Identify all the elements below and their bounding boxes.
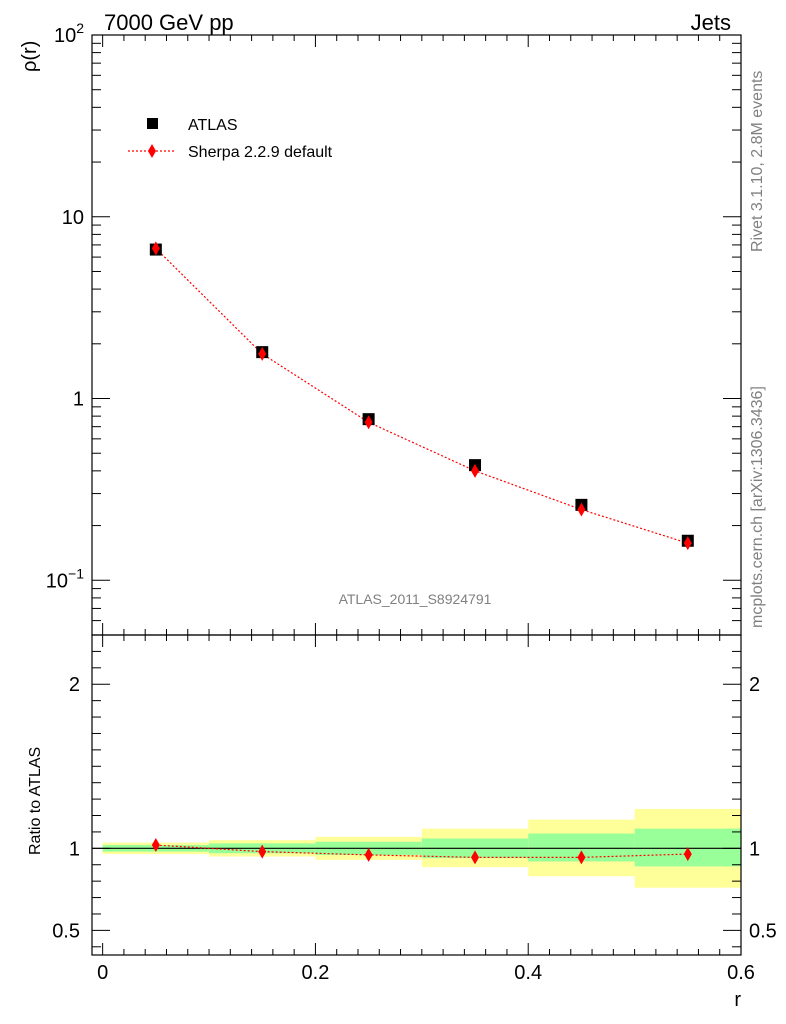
ratio-y-tick-label-right: 1	[749, 838, 760, 860]
ratio-mc-point	[683, 847, 692, 862]
mc-point	[471, 463, 480, 478]
jets-title: Jets	[691, 10, 731, 35]
x-tick-label: 0.6	[727, 962, 755, 984]
legend-data-label: ATLAS	[188, 117, 238, 134]
mc-point	[364, 415, 373, 430]
ratio-y-tick-label-left: 1	[69, 838, 80, 860]
mc-point	[151, 241, 160, 256]
ratio-mc-point	[364, 847, 373, 862]
ratio-mc-point	[151, 838, 160, 853]
main-y-tick-label: 10	[62, 207, 84, 229]
legend-mc-marker	[148, 144, 156, 158]
main-y-axis-label: ρ(r)	[19, 41, 41, 72]
main-y-tick-label: 1	[73, 389, 84, 411]
collision-title: 7000 GeV pp	[104, 10, 234, 35]
x-axis-label: r	[734, 989, 741, 1011]
main-y-tick-label: 10−1	[46, 565, 84, 592]
x-tick-label: 0.2	[302, 962, 330, 984]
mc-point	[577, 502, 586, 517]
ratio-mc-line	[155, 844, 688, 858]
legend-mc-label: Sherpa 2.2.9 default	[188, 144, 333, 161]
ratio-y-axis-label: Ratio to ATLAS	[27, 747, 44, 855]
ratio-mc-point	[258, 844, 267, 859]
ratio-y-tick-label-left: 0.5	[52, 920, 80, 942]
legend-data-marker	[147, 118, 158, 129]
mc-line	[155, 247, 688, 544]
main-y-tick-label: 102	[54, 20, 84, 47]
x-tick-label: 0.4	[514, 962, 542, 984]
ratio-y-tick-label-left: 2	[69, 674, 80, 696]
ratio-mc-point	[577, 850, 586, 865]
ratio-y-tick-label-right: 2	[749, 674, 760, 696]
ratio-panel: 0 0.2 0.4 0.6 0.5 0.5 1 1 2 2	[52, 634, 777, 984]
mc-point	[258, 346, 267, 361]
ratio-y-tick-label-right: 0.5	[749, 920, 777, 942]
mc-point	[683, 536, 692, 551]
mcplots-label: mcplots.cern.ch [arXiv:1306.3436]	[749, 386, 766, 628]
main-panel: 10−1 1 10 102	[46, 20, 742, 636]
legend: ATLAS Sherpa 2.2.9 default	[128, 117, 333, 161]
analysis-id: ATLAS_2011_S8924791	[339, 591, 492, 607]
ratio-mc-point	[471, 850, 480, 865]
ratio-frame	[91, 634, 742, 956]
rivet-label: Rivet 3.1.10, 2.8M events	[749, 71, 766, 252]
x-tick-label: 0	[97, 962, 108, 984]
